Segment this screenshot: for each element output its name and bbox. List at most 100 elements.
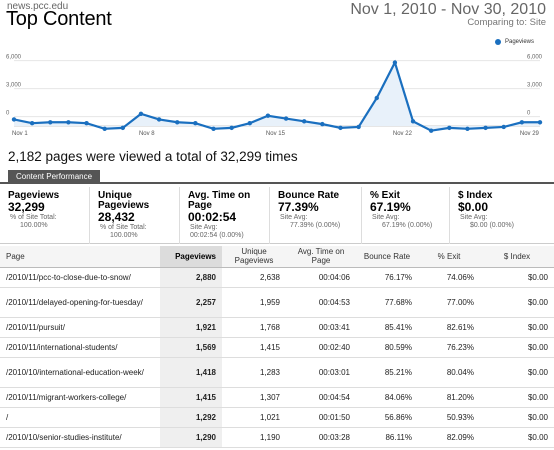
page-link[interactable]: /2010/10/international-education-week/ [0,357,160,388]
cell-unique-pageviews: 1,021 [222,407,286,428]
col-header-page[interactable]: Page [0,246,160,268]
legend-label: Pageviews [504,39,534,45]
data-point [66,120,71,125]
page-link[interactable]: /2010/11/pcc-to-close-due-to-snow/ [0,267,160,288]
cell-exit: 82.61% [418,317,480,338]
metric-pageviews: Pageviews 32,299 % of Site Total: 100.00… [0,187,90,244]
data-point [447,125,452,131]
content-table: Page Pageviews Unique Pageviews Avg. Tim… [0,246,554,448]
data-point [392,60,398,65]
date-range-picker[interactable]: Nov 1, 2010 - Nov 30, 2010 [350,1,546,18]
data-point [501,124,506,130]
metric-dollar-index: $ Index $0.00 Site Avg: $0.00 (0.00%) [450,187,554,244]
data-point [283,116,289,121]
cell-avg-time: 00:03:01 [286,357,356,388]
data-point [410,119,416,124]
cell-bounce-rate: 85.41% [356,317,418,338]
metric-sub-value: 77.39% (0.00%) [290,222,341,229]
cell-pageviews: 2,880 [160,267,222,288]
summary-text: 2,182 pages were viewed a total of 32,29… [8,149,298,164]
data-point [211,126,216,131]
cell-avg-time: 00:04:53 [286,287,356,318]
table-row: /2010/10/international-education-week/ 1… [0,357,554,388]
metric-label: % Exit [370,190,401,201]
chart-svg: 6,000 6,000 3,000 3,000 0 0 Nov 1 Nov 8 Nov 15 No… [6,55,543,137]
page-link[interactable]: /2010/11/pursuit/ [0,317,160,338]
page-link[interactable]: /2010/10/senior-studies-institute/ [0,427,160,448]
col-header-bounce-rate[interactable]: Bounce Rate [356,246,418,268]
metric-sub: % of Site Total: [10,214,57,221]
cell-dollar-index: $0.00 [480,337,554,358]
cell-pageviews: 1,418 [160,357,222,388]
cell-avg-time: 00:04:54 [286,387,356,408]
data-point [519,120,525,125]
metric-sub-value: 100.00% [20,222,48,229]
metric-bounce-rate: Bounce Rate 77.39% Site Avg: 77.39% (0.0… [270,187,362,244]
report-header: news.pcc.edu Top Content Nov 1, 2010 - N… [0,0,554,32]
data-point [11,117,17,122]
tab-content-performance[interactable]: Content Performance [8,170,101,184]
metric-value: 00:02:54 [188,210,237,224]
site-name: news.pcc.edu [7,1,69,12]
data-point [338,125,343,131]
y-tick-label-left: 3,000 [6,83,22,89]
cell-exit: 82.09% [418,427,480,448]
col-header-pageviews[interactable]: Pageviews [160,246,222,268]
cell-exit: 74.06% [418,267,480,288]
metric-sub: Site Avg: [460,214,488,221]
metric-sub-value: 100.00% [110,232,138,239]
data-point [483,125,488,131]
cell-dollar-index: $0.00 [480,267,554,288]
cell-bounce-rate: 85.21% [356,357,418,388]
table-header-row: Page Pageviews Unique Pageviews Avg. Tim… [0,246,554,268]
data-point [29,121,35,126]
cell-exit: 77.00% [418,287,480,318]
page-link[interactable]: /2010/11/delayed-opening-for-tuesday/ [0,287,160,318]
table-row: /2010/11/international-students/ 1,569 1… [0,337,554,358]
cell-pageviews: 1,921 [160,317,222,338]
table-row: /2010/11/delayed-opening-for-tuesday/ 2,… [0,287,554,318]
table-row: /2010/11/pcc-to-close-due-to-snow/ 2,880… [0,267,554,288]
cell-unique-pageviews: 1,190 [222,427,286,448]
cell-unique-pageviews: 2,638 [222,267,286,288]
cell-bounce-rate: 77.68% [356,287,418,318]
chart-legend[interactable]: Pageviews [494,39,534,45]
cell-pageviews: 1,569 [160,337,222,358]
series-line-pageviews [13,59,540,132]
cell-avg-time: 00:04:06 [286,267,356,288]
cell-dollar-index: $0.00 [480,357,554,388]
y-tick-label-right: 0 [527,111,531,117]
metric-sub-value: 67.19% (0.00%) [382,222,433,229]
cell-bounce-rate: 76.17% [356,267,418,288]
data-point [374,95,379,101]
col-header-unique-pageviews[interactable]: Unique Pageviews [222,246,286,268]
cell-pageviews: 1,290 [160,427,222,448]
data-point [102,126,107,131]
data-point [48,120,53,125]
y-tick-label-right: 6,000 [527,55,543,61]
x-tick-label: Nov 29 [520,131,540,137]
col-header-exit[interactable]: % Exit [418,246,480,268]
col-header-avg-time[interactable]: Avg. Time on Page [286,246,356,268]
cell-bounce-rate: 84.06% [356,387,418,408]
page-link[interactable]: /2010/11/migrant-workers-college/ [0,387,160,408]
x-tick-label: Nov 15 [266,131,286,137]
cell-avg-time: 00:03:28 [286,427,356,448]
tab-bar: Content Performance [0,170,554,184]
cell-pageviews: 1,415 [160,387,222,408]
metric-avg-time: Avg. Time on Page 00:02:54 Site Avg: 00:… [180,187,270,244]
cell-pageviews: 1,292 [160,407,222,428]
comparison-label[interactable]: Comparing to: Site [467,17,546,28]
data-point [247,121,252,126]
metric-sub-value: $0.00 (0.00%) [470,222,514,229]
data-point [84,121,89,126]
page-link[interactable]: /2010/11/international-students/ [0,337,160,358]
metric-sub: Site Avg: [190,224,218,231]
page-link[interactable]: / [0,407,160,428]
x-tick-label: Nov 8 [139,131,155,137]
metric-value: 77.39% [278,200,319,214]
cell-pageviews: 2,257 [160,287,222,318]
metric-label: Unique Pageviews [98,190,150,211]
col-header-dollar-index[interactable]: $ Index [480,246,554,268]
cell-dollar-index: $0.00 [480,317,554,338]
